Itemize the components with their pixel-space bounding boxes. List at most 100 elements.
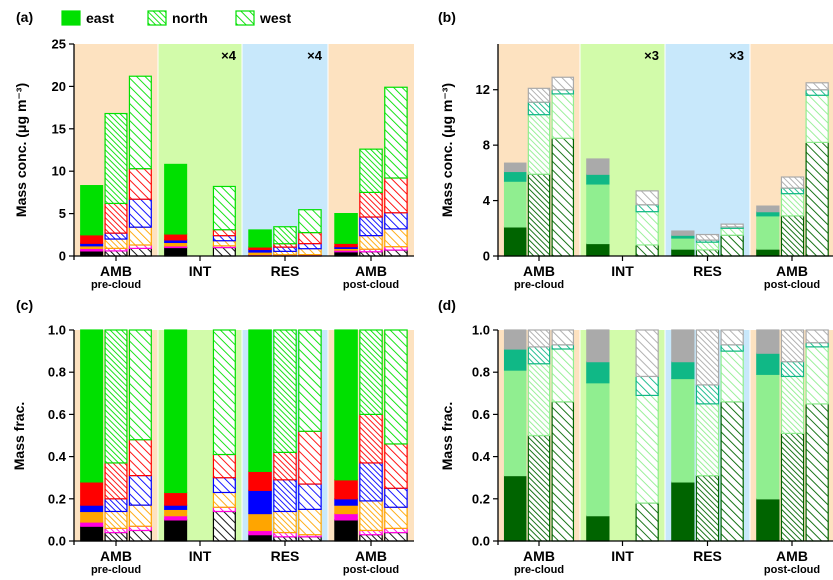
y-axis-label: Mass conc. (μg m⁻³) [439, 83, 455, 217]
legend-label-east: east [86, 10, 114, 26]
group-sublabel: pre-cloud [514, 279, 564, 291]
y-tick-label: 10 [52, 164, 66, 179]
legend-label-west: west [259, 10, 291, 26]
bar-segment [298, 483, 322, 510]
bar-segment [164, 504, 188, 510]
bar-segment [359, 216, 383, 237]
bar-segment [756, 211, 780, 217]
bar-segment [334, 498, 358, 506]
bar-segment [503, 180, 527, 228]
bar-segment [671, 361, 695, 380]
group-label: AMB [523, 263, 555, 279]
group-sublabel: post-cloud [343, 279, 399, 291]
bar-segment [780, 361, 805, 378]
y-tick-label: 25 [52, 37, 66, 52]
bar-segment [359, 500, 383, 532]
bar-segment [298, 209, 322, 234]
bar-segment [334, 504, 358, 515]
panel-label: (d) [438, 297, 456, 313]
bar-segment [128, 198, 152, 228]
y-tick-label: 4 [483, 193, 491, 208]
bar-segment [273, 451, 297, 481]
bar-segment [248, 229, 272, 248]
bar-segment [359, 191, 383, 218]
bar-segment [298, 231, 322, 245]
bar-segment [780, 432, 805, 542]
bar-segment [635, 375, 659, 397]
bar-segment [503, 474, 527, 542]
group-label: AMB [776, 548, 808, 564]
bar-segment [551, 344, 575, 350]
bar-segment [334, 213, 358, 244]
bar-segment [720, 350, 744, 403]
bar-segment [164, 329, 188, 494]
bar-segment [384, 506, 408, 529]
bar-segment [128, 504, 152, 527]
bar-segment [248, 470, 272, 491]
bar-segment [695, 384, 720, 405]
group-label: RES [693, 263, 722, 279]
bar-segment [273, 479, 297, 513]
legend: east north west [61, 10, 291, 26]
bar-segment [756, 248, 780, 257]
bar-segment [164, 508, 188, 517]
bar-segment [805, 82, 829, 91]
bar-segment [248, 329, 272, 472]
bar-segment [671, 481, 695, 542]
bar-segment [635, 190, 659, 206]
bar-segment [212, 453, 236, 479]
bar-segment [80, 234, 104, 244]
bar-segment [248, 529, 272, 536]
bar-segment [720, 223, 744, 228]
bar-segment [720, 344, 744, 352]
bar-segment [805, 329, 829, 344]
bar-segment [128, 525, 152, 532]
bar-segment [359, 148, 383, 193]
bar-segment [503, 162, 527, 173]
bar-segment [780, 329, 805, 363]
bar-segment [104, 232, 128, 240]
bar-segment [334, 329, 358, 481]
bar-segment [212, 229, 236, 237]
bar-segment [298, 508, 322, 536]
bar-segment [586, 515, 610, 542]
group-multiplier: ×3 [729, 48, 744, 63]
group-label: AMB [355, 548, 387, 564]
y-tick-label: 0.6 [48, 407, 66, 422]
bar-segment [164, 519, 188, 542]
bar-segment [551, 348, 575, 403]
y-tick-label: 0.4 [48, 449, 67, 464]
bar-segment [551, 76, 575, 91]
bar-segment [720, 401, 744, 542]
bar-segment [384, 531, 408, 542]
bar-segment [635, 502, 659, 542]
bar-segment [273, 531, 297, 538]
y-tick-label: 1.0 [472, 323, 490, 338]
bar-segment [212, 185, 236, 231]
bar-segment [104, 238, 128, 249]
bar-segment [384, 249, 408, 257]
bar-segment [80, 329, 104, 483]
y-tick-label: 0.2 [472, 491, 490, 506]
bar-segment [527, 101, 551, 116]
y-axis-label: Mass frac. [439, 402, 455, 470]
bar-segment [671, 329, 695, 363]
bar-segment [359, 413, 383, 464]
bar-segment [503, 329, 527, 350]
bar-segment [527, 363, 551, 437]
bar-segment [273, 246, 297, 252]
y-tick-label: 0 [59, 249, 66, 264]
y-tick-label: 1.0 [48, 323, 66, 338]
y-tick-label: 0.4 [472, 449, 491, 464]
bar-segment [212, 491, 236, 508]
bar-segment [780, 176, 805, 189]
bar-segment [298, 329, 322, 432]
legend-swatch-north [147, 10, 167, 26]
y-axis-label: Mass frac. [11, 402, 27, 470]
bar-segment [635, 204, 659, 213]
bar-segment [384, 177, 408, 214]
legend-swatch-east [61, 10, 81, 26]
